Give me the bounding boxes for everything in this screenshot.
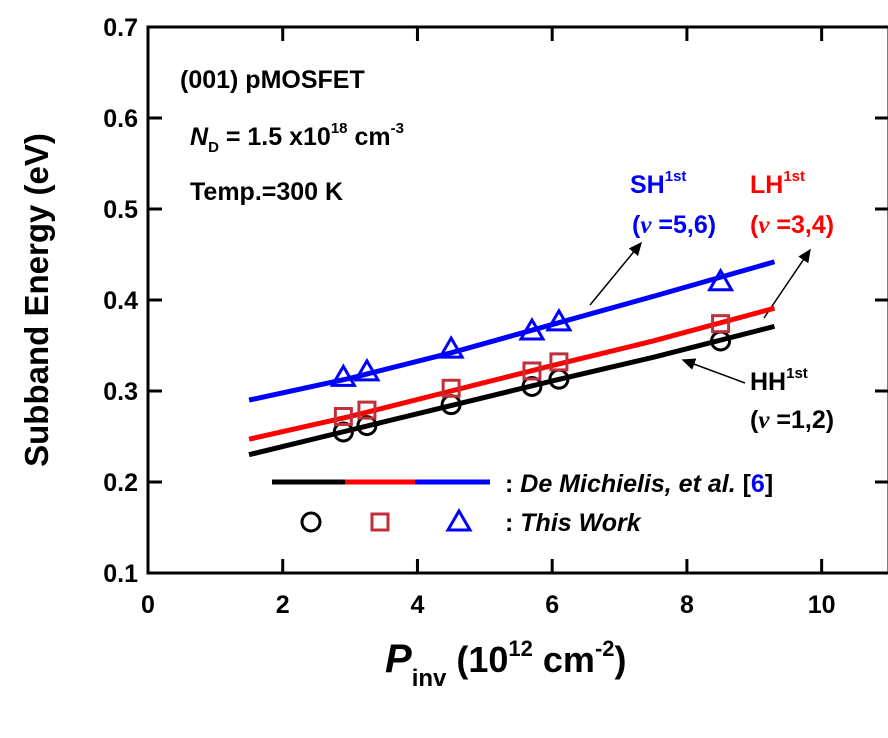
- sh-nu: (ν =5,6): [632, 211, 716, 239]
- legend-marker: [302, 513, 320, 531]
- legend-entry: : This Work: [505, 509, 642, 537]
- device-label: (001) pMOSFET: [180, 66, 365, 94]
- x-tick-label: 2: [276, 591, 290, 619]
- y-axis-title: Subband Energy (eV): [18, 133, 55, 467]
- lh-label: LH1st: [750, 168, 805, 199]
- y-tick-label: 0.3: [103, 378, 138, 406]
- legend-marker: [448, 511, 470, 530]
- arrow: [683, 360, 745, 383]
- y-tick-label: 0.6: [103, 105, 138, 133]
- doping-label: ND = 1.5 x1018 cm-3: [190, 120, 404, 156]
- x-tick-label: 0: [141, 591, 155, 619]
- x-axis-title: Pinv (1012 cm-2): [385, 636, 627, 692]
- legend: : De Michielis, et al. [6] : This Work: [505, 470, 773, 537]
- x-tick-label: 4: [411, 591, 425, 619]
- sh-label: SH1st: [630, 168, 686, 199]
- y-tick-label: 0.1: [103, 560, 138, 588]
- legend-entry: : De Michielis, et al. [6]: [505, 470, 773, 498]
- y-tick-label: 0.5: [103, 196, 138, 224]
- model-line: [249, 308, 774, 439]
- legend-marker: [372, 514, 388, 530]
- x-tick-label: 10: [808, 591, 836, 619]
- y-tick-label: 0.2: [103, 469, 138, 497]
- page: Subband Energy (eV) Pinv (1012 cm-2) (00…: [0, 0, 888, 738]
- hh-nu: (ν =1,2): [750, 406, 834, 434]
- x-tick-label: 8: [680, 591, 694, 619]
- chart: Subband Energy (eV) Pinv (1012 cm-2) (00…: [0, 0, 888, 738]
- model-line: [249, 326, 774, 454]
- x-tick-label: 6: [545, 591, 559, 619]
- lh-nu: (ν =3,4): [750, 211, 834, 239]
- temp-label: Temp.=300 K: [190, 178, 343, 206]
- y-tick-label: 0.7: [103, 14, 138, 42]
- hh-label: HH1st: [750, 365, 808, 396]
- arrow: [590, 243, 641, 305]
- y-tick-label: 0.4: [103, 287, 138, 315]
